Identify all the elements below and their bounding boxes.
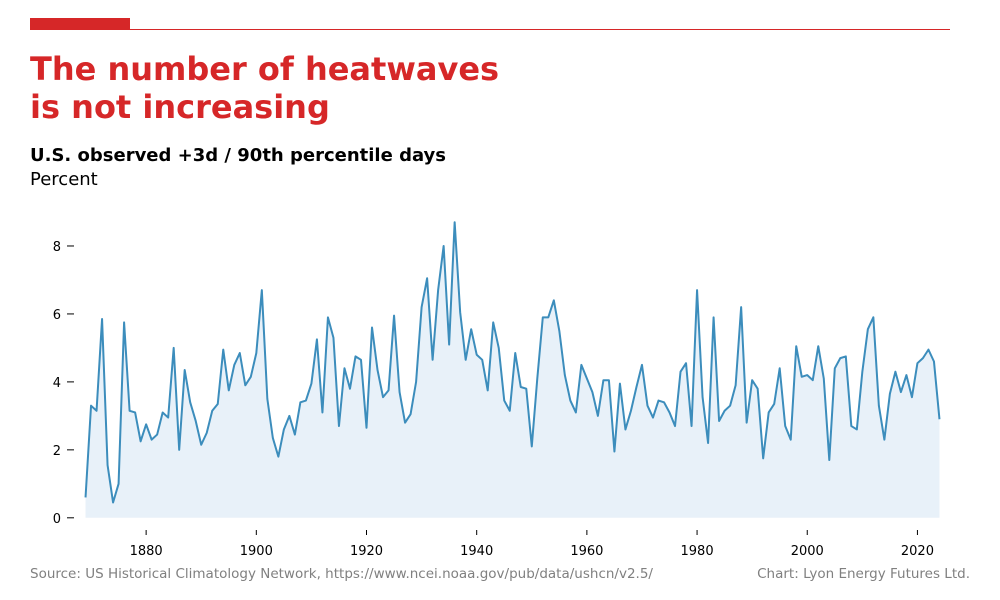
series-line bbox=[84, 221, 941, 504]
x-axis: 1880 1900 1920 1940 1960 1980 2000 2020 bbox=[130, 530, 934, 559]
y-axis: 0 2 4 6 8 bbox=[53, 240, 74, 527]
plot-area bbox=[84, 221, 941, 518]
chart-credit: Chart: Lyon Energy Futures Ltd. bbox=[757, 566, 970, 582]
x-tick-label: 2000 bbox=[791, 544, 824, 559]
page-title: The number of heatwaves is not increasin… bbox=[30, 50, 499, 126]
x-tick-label: 1960 bbox=[570, 544, 603, 559]
y-tick-label: 0 bbox=[53, 512, 61, 527]
chart-subtitle: U.S. observed +3d / 90th percentile days bbox=[30, 145, 447, 166]
x-tick-label: 1980 bbox=[681, 544, 714, 559]
title-line-2: is not increasing bbox=[30, 88, 330, 126]
y-tick-label: 6 bbox=[53, 308, 61, 323]
y-tick-label: 2 bbox=[53, 444, 61, 459]
header-accent-bar bbox=[30, 18, 130, 30]
series-area-fill bbox=[85, 222, 940, 518]
source-note: Source: US Historical Climatology Networ… bbox=[30, 566, 653, 582]
header-rule bbox=[30, 29, 950, 30]
y-tick-label: 4 bbox=[53, 376, 61, 391]
x-tick-label: 2020 bbox=[901, 544, 934, 559]
x-tick-label: 1920 bbox=[350, 544, 383, 559]
title-line-1: The number of heatwaves bbox=[30, 50, 500, 88]
y-axis-label: Percent bbox=[30, 169, 98, 190]
x-tick-label: 1940 bbox=[460, 544, 493, 559]
x-tick-label: 1900 bbox=[240, 544, 273, 559]
y-tick-label: 8 bbox=[53, 240, 61, 255]
x-tick-label: 1880 bbox=[130, 544, 163, 559]
